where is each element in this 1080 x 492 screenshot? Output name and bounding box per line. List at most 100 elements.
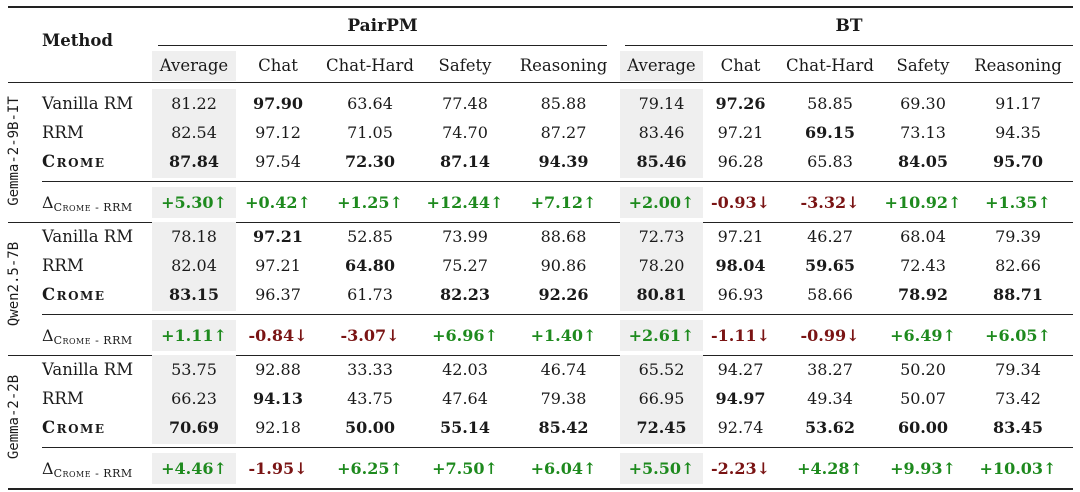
table-cell: 97.21 <box>717 123 764 142</box>
bt-group-rule <box>625 45 1073 46</box>
table-cell: 97.54 <box>255 152 301 171</box>
model-label: Gemma-2-2B <box>6 374 22 460</box>
table-cell: 88.68 <box>540 227 587 246</box>
table-cell: 78.18 <box>171 227 217 246</box>
table-cell: 60.00 <box>897 418 949 437</box>
column-header: Safety <box>896 56 950 75</box>
table-cell: 82.66 <box>995 256 1041 275</box>
table-cell: 59.65 <box>804 256 856 275</box>
method-name: Crome <box>42 418 106 437</box>
table-cell: 79.34 <box>995 360 1041 379</box>
table-cell: 97.90 <box>252 94 304 113</box>
header-rule <box>8 82 1073 83</box>
delta-cell: +1.25↑ <box>337 193 403 212</box>
bt-average-shade <box>620 51 703 81</box>
delta-cell: -0.84↓ <box>248 326 308 345</box>
table-cell: 72.43 <box>900 256 946 275</box>
table-cell: 75.27 <box>442 256 488 275</box>
delta-cell: +2.61↑ <box>628 326 695 345</box>
delta-cell: -1.95↓ <box>248 459 308 478</box>
model-label: Qwen2.5-7B <box>6 241 22 327</box>
table-cell: 79.39 <box>995 227 1041 246</box>
delta-rule <box>42 181 1073 182</box>
table-cell: 83.46 <box>638 123 685 142</box>
table-cell: 97.21 <box>717 227 764 246</box>
table-cell: 94.39 <box>538 152 589 171</box>
table-cell: 65.52 <box>638 360 685 379</box>
block-separator <box>8 355 1073 356</box>
method-name: Vanilla RM <box>42 94 134 113</box>
table-cell: 94.13 <box>252 389 304 408</box>
delta-symbol: Δ <box>42 459 54 478</box>
table-cell: 72.45 <box>636 418 687 437</box>
table-cell: 96.28 <box>717 152 764 171</box>
table-cell: 79.38 <box>540 389 587 408</box>
delta-cell: +6.25↑ <box>337 459 403 478</box>
average-shade <box>152 355 236 444</box>
delta-cell: -2.23↓ <box>710 459 770 478</box>
table-cell: 98.04 <box>715 256 766 275</box>
average-shade <box>620 355 703 444</box>
table-cell: 72.30 <box>344 152 396 171</box>
delta-cell: -0.93↓ <box>710 193 770 212</box>
table-cell: 50.00 <box>344 418 396 437</box>
table-cell: 64.80 <box>344 256 396 275</box>
delta-label: ΔCrome - RRM <box>42 454 133 483</box>
table-cell: 66.95 <box>638 389 685 408</box>
table-cell: 95.70 <box>992 152 1044 171</box>
table-cell: 82.54 <box>171 123 217 142</box>
delta-subscript: Crome - RRM <box>53 201 133 214</box>
table-cell: 78.92 <box>897 285 949 304</box>
delta-cell: +1.40↑ <box>530 326 597 345</box>
table-cell: 97.21 <box>252 227 304 246</box>
block-separator <box>8 222 1073 223</box>
average-shade <box>620 320 703 351</box>
table-cell: 50.07 <box>900 389 946 408</box>
table-cell: 85.42 <box>538 418 589 437</box>
table-cell: 33.33 <box>347 360 393 379</box>
table-cell: 92.88 <box>255 360 301 379</box>
delta-cell: +7.50↑ <box>432 459 498 478</box>
average-shade <box>620 187 703 218</box>
table-cell: 87.27 <box>540 123 587 142</box>
table-cell: 72.73 <box>638 227 685 246</box>
delta-cell: +5.30↑ <box>161 193 227 212</box>
table-cell: 82.04 <box>171 256 217 275</box>
delta-cell: +6.05↑ <box>985 326 1051 345</box>
table-cell: 94.35 <box>995 123 1041 142</box>
delta-cell: +5.50↑ <box>628 459 695 478</box>
average-shade <box>152 187 236 218</box>
table-cell: 69.15 <box>804 123 856 142</box>
table-cell: 97.12 <box>255 123 301 142</box>
average-shade <box>620 89 703 178</box>
column-header: Chat-Hard <box>786 56 874 75</box>
table-cell: 91.17 <box>995 94 1041 113</box>
table-cell: 92.26 <box>538 285 589 304</box>
method-name: Vanilla RM <box>42 227 134 246</box>
delta-subscript: Crome - RRM <box>53 467 133 480</box>
delta-cell: -1.11↓ <box>710 326 770 345</box>
table-cell: 90.86 <box>540 256 587 275</box>
delta-cell: +7.12↑ <box>530 193 597 212</box>
table-cell: 83.45 <box>992 418 1044 437</box>
table-cell: 69.30 <box>900 94 946 113</box>
table-cell: 50.20 <box>900 360 946 379</box>
table-cell: 58.66 <box>807 285 853 304</box>
table-cell: 58.85 <box>807 94 853 113</box>
delta-cell: +6.96↑ <box>432 326 498 345</box>
bottom-rule <box>8 488 1073 490</box>
column-header: Chat <box>720 56 761 75</box>
column-header: Reasoning <box>974 56 1062 75</box>
table-cell: 46.27 <box>807 227 853 246</box>
delta-cell: +2.00↑ <box>628 193 695 212</box>
average-shade <box>152 320 236 351</box>
table-cell: 73.13 <box>900 123 946 142</box>
delta-cell: +0.42↑ <box>245 193 311 212</box>
column-header: Safety <box>438 56 492 75</box>
average-shade <box>152 453 236 484</box>
column-header: Average <box>159 56 229 75</box>
table-cell: 92.18 <box>255 418 301 437</box>
table-cell: 94.27 <box>717 360 764 379</box>
average-shade <box>152 222 236 311</box>
column-header: Reasoning <box>519 56 608 75</box>
